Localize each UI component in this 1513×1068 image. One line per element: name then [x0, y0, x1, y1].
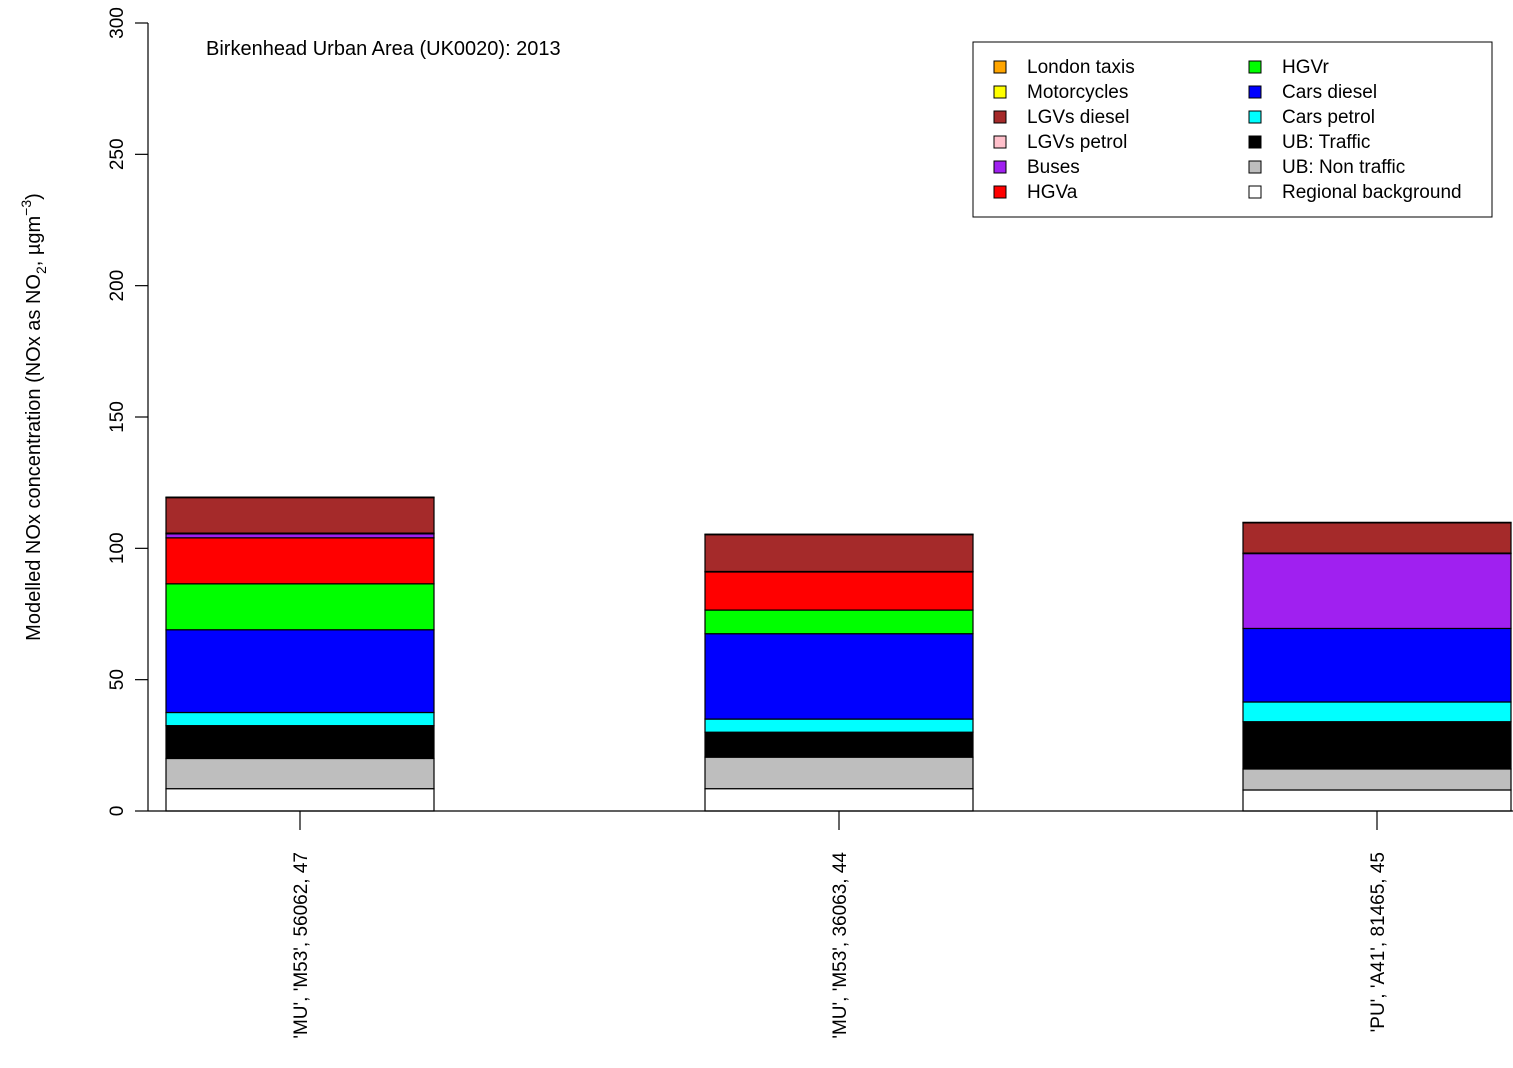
x-tick-label: 'MU', 'M53', 56062, 47	[291, 852, 312, 1039]
bar-segment	[165, 583, 435, 631]
y-axis-label: Modelled NOx concentration (NOx as NO2, …	[18, 193, 49, 641]
bar-segment	[704, 731, 974, 758]
bar-segment	[165, 537, 435, 585]
bar-segment	[704, 609, 974, 635]
legend-swatch	[1248, 60, 1262, 74]
y-tick-label: 50	[107, 669, 128, 690]
legend-label: HGVr	[1282, 57, 1329, 78]
bar-segment	[1242, 522, 1512, 554]
legend-label: UB: Non traffic	[1282, 157, 1405, 178]
y-axis-label-superscript: −3	[18, 200, 34, 216]
x-tick-label: 'MU', 'M53', 36063, 44	[830, 852, 851, 1039]
y-tick-label: 300	[107, 7, 128, 39]
legend-label: Regional background	[1282, 182, 1462, 203]
bar-segment	[165, 629, 435, 714]
bar-segment	[165, 496, 435, 499]
chart-title: Birkenhead Urban Area (UK0020): 2013	[206, 38, 561, 60]
bar-segment	[704, 633, 974, 720]
bar-segment	[1242, 789, 1512, 812]
y-axis-label-end: )	[23, 193, 45, 200]
y-axis-label-units: , µgm	[23, 216, 45, 266]
bar-segment	[165, 725, 435, 760]
bar-segment	[1242, 552, 1512, 630]
bar-segment	[165, 788, 435, 812]
legend-label: LGVs diesel	[1027, 107, 1129, 128]
x-tick-label: 'PU', 'A41', 81465, 45	[1368, 852, 1389, 1032]
bar-segment	[165, 757, 435, 790]
bar-segment	[704, 533, 974, 536]
y-axis-label-subscript: 2	[33, 266, 49, 274]
bars-group	[165, 496, 1512, 812]
bar-segment	[1242, 521, 1512, 524]
legend-swatch	[1248, 135, 1262, 149]
legend-items: London taxis Motorcycles LGVs diesel LGVs p…	[993, 57, 1462, 203]
bar-segment	[165, 497, 435, 534]
legend-swatch	[993, 135, 1007, 149]
bar-segment	[704, 756, 974, 790]
y-tick-label: 100	[107, 532, 128, 564]
legend-swatch	[993, 110, 1007, 124]
legend-swatch	[993, 185, 1007, 199]
y-axis: 0 50 100 150 200 250 300	[107, 7, 149, 816]
legend-label: Buses	[1027, 157, 1080, 178]
bar-segment	[704, 718, 974, 733]
legend-swatch	[993, 85, 1007, 99]
bar-segment	[1242, 721, 1512, 770]
legend-label: Cars diesel	[1282, 82, 1377, 103]
bar-segment	[704, 788, 974, 812]
bar-segment	[704, 571, 974, 611]
y-tick-label: 0	[107, 806, 128, 817]
legend-label: LGVs petrol	[1027, 132, 1127, 153]
legend-label: Cars petrol	[1282, 107, 1375, 128]
y-tick-label: 250	[107, 138, 128, 170]
legend-swatch	[993, 160, 1007, 174]
legend: London taxis Motorcycles LGVs diesel LGVs p…	[972, 41, 1493, 218]
bar-segment	[1242, 627, 1512, 703]
legend-label: UB: Traffic	[1282, 132, 1370, 153]
legend-box	[972, 41, 1493, 218]
y-tick-label: 150	[107, 401, 128, 433]
bar-segment	[1242, 768, 1512, 791]
y-axis-label-main: Modelled NOx concentration (NOx as NO	[23, 274, 45, 641]
legend-swatch	[1248, 110, 1262, 124]
legend-swatch	[1248, 160, 1262, 174]
legend-swatch	[1248, 85, 1262, 99]
y-ticks: 0 50 100 150 200 250 300	[107, 7, 148, 816]
bar-segment	[1242, 701, 1512, 723]
y-tick-label: 200	[107, 270, 128, 302]
legend-label: HGVa	[1027, 182, 1078, 203]
bar-segment	[704, 534, 974, 573]
legend-swatch	[1248, 185, 1262, 199]
legend-label: Motorcycles	[1027, 82, 1128, 103]
legend-swatch	[993, 60, 1007, 74]
bar-segment	[165, 711, 435, 727]
legend-label: London taxis	[1027, 57, 1135, 78]
x-ticks: 'MU', 'M53', 56062, 47 'MU', 'M53', 36063…	[291, 811, 1389, 1039]
